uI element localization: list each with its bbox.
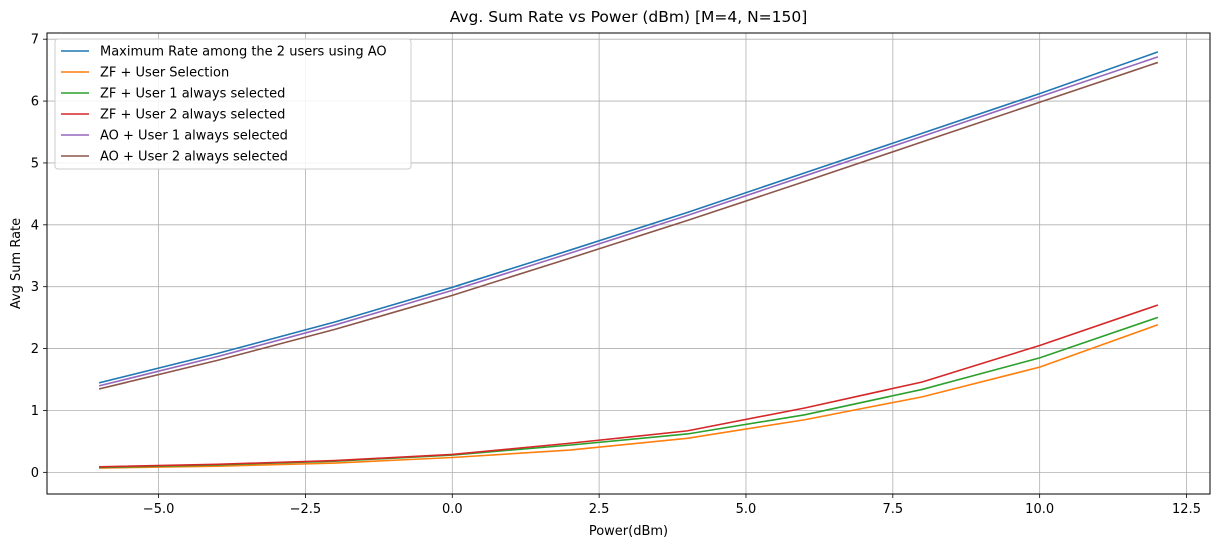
legend-label: ZF + User Selection (100, 66, 229, 81)
y-tick-label: 4 (31, 218, 39, 233)
y-tick-label: 7 (31, 33, 39, 48)
x-tick-label: −5.0 (143, 502, 175, 517)
x-tick-label: 5.0 (736, 502, 757, 517)
grid-layer (47, 33, 1210, 494)
legend-label: ZF + User 1 always selected (100, 87, 285, 102)
x-tick-label: 2.5 (589, 502, 610, 517)
y-tick-label: 5 (31, 156, 39, 171)
legend-label: AO + User 1 always selected (100, 129, 288, 144)
y-axis-label: Avg Sum Rate (9, 218, 24, 309)
legend-label: AO + User 2 always selected (100, 150, 288, 165)
legend-box (54, 38, 412, 170)
legend: Maximum Rate among the 2 users using AO Z… (54, 38, 412, 170)
series-line-4 (99, 304, 1159, 468)
x-axis-label: Power(dBm) (589, 524, 668, 539)
x-tick-label: 10.0 (1025, 502, 1054, 517)
series-layer (98, 51, 1159, 469)
y-tick-label: 6 (31, 95, 39, 110)
y-tick-label: 1 (31, 404, 39, 419)
y-tick-label: 2 (31, 342, 39, 357)
series-line-5 (98, 56, 1159, 387)
series-line-2 (99, 324, 1159, 469)
tick-layer: −5.0 −2.5 0.0 2.5 5.0 7.5 10.0 12.5 0 1 2 3 4 5 6 7 (31, 33, 1201, 517)
x-tick-label: −2.5 (290, 502, 322, 517)
legend-label: ZF + User 2 always selected (100, 108, 285, 123)
y-tick-label: 0 (31, 466, 39, 481)
x-tick-label: 7.5 (882, 502, 903, 517)
x-tick-label: 12.5 (1172, 502, 1201, 517)
series-line-1 (98, 51, 1159, 384)
x-tick-label: 0.0 (442, 502, 463, 517)
series-line-6 (98, 61, 1159, 390)
legend-label: Maximum Rate among the 2 users using AO (100, 45, 387, 60)
plot-frame (46, 32, 1211, 495)
chart-title: Avg. Sum Rate vs Power (dBm) [M=4, N=150… (450, 8, 808, 26)
y-tick-label: 3 (31, 280, 39, 295)
